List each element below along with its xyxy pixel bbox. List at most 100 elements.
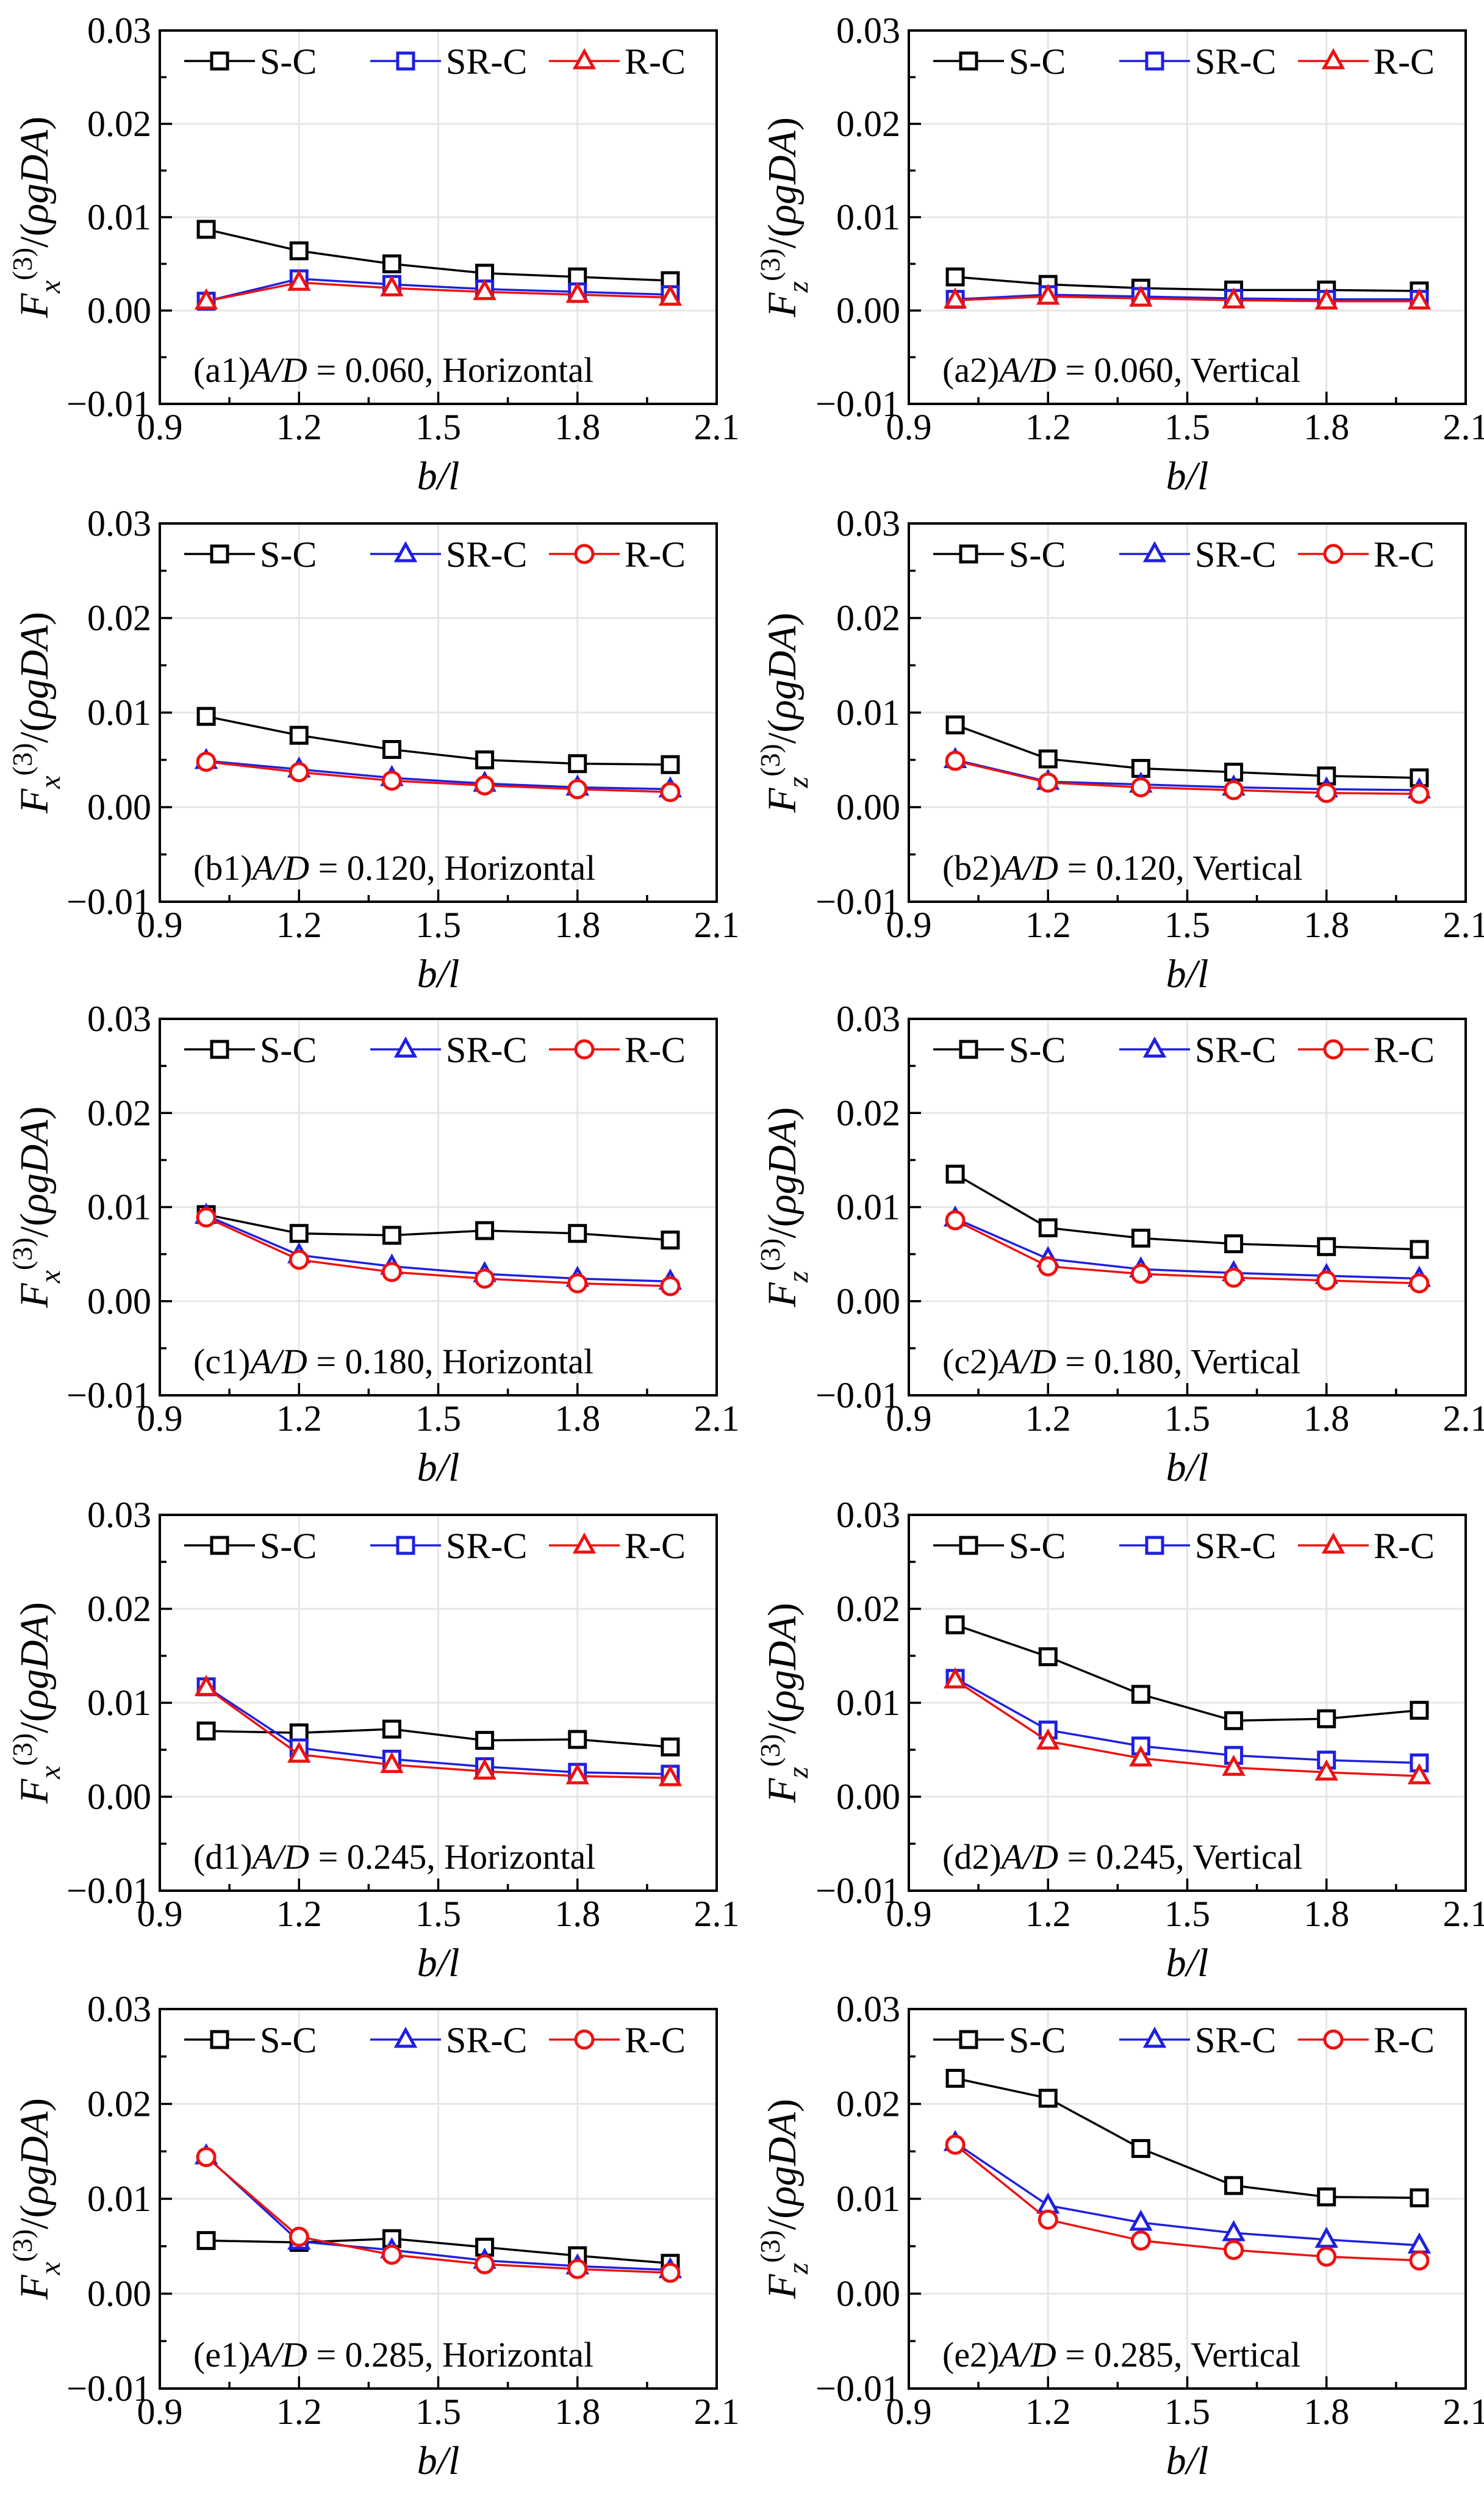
x-tick-label: 1.8: [554, 1398, 600, 1439]
series-line-sr-c: [205, 2155, 670, 2271]
y-tick-label: 0.02: [87, 104, 151, 144]
data-point-s-c: [945, 2069, 965, 2088]
legend-label: SR-C: [446, 1030, 527, 1070]
data-point-s-c: [1410, 1700, 1429, 1720]
y-axis-label: Fz(3)/(ρgDA): [755, 1603, 814, 1803]
series-line-r-c: [955, 760, 1419, 796]
y-tick-label: −0.01: [66, 882, 151, 922]
y-tick-label: 0.01: [87, 1683, 151, 1723]
legend-label: R-C: [625, 534, 686, 575]
data-point-r-c: [196, 752, 217, 772]
panel-annotation: (c2)A/D = 0.180, Vertical: [942, 1342, 1300, 1381]
legend-item-r-c: R-C: [1298, 1526, 1435, 1566]
y-tick-label: 0.02: [836, 1093, 900, 1133]
y-tick-label: 0.00: [87, 1281, 151, 1321]
x-tick-label: 1.2: [1025, 1398, 1071, 1439]
axes-frame: [908, 29, 1467, 405]
x-tick-label: 0.9: [137, 2392, 183, 2432]
data-point-r-c: [287, 1741, 311, 1763]
legend-label: SR-C: [1195, 1526, 1276, 1566]
data-point-s-c: [475, 750, 495, 769]
legend-label: S-C: [260, 534, 317, 575]
data-point-r-c: [196, 2147, 217, 2168]
data-point-sr-c: [1407, 2232, 1432, 2254]
data-point-r-c: [1130, 2230, 1151, 2251]
legend-item-s-c: S-C: [933, 41, 1066, 82]
legend-label: R-C: [625, 1526, 686, 1566]
y-tick-label: −0.01: [66, 1871, 151, 1911]
legend-item-sr-c: SR-C: [1119, 41, 1276, 82]
data-point-r-c: [289, 2226, 309, 2247]
y-tick-label: −0.01: [815, 384, 900, 424]
data-point-r-c: [473, 279, 496, 300]
data-point-s-c: [945, 715, 965, 735]
data-point-r-c: [1314, 1759, 1338, 1781]
legend-marker: [574, 544, 595, 564]
axes-frame: [159, 1514, 718, 1892]
legend-item-s-c: S-C: [184, 2020, 317, 2060]
legend-label: S-C: [1009, 1526, 1066, 1566]
panel-annotation: (a1)A/D = 0.060, Horizontal: [193, 350, 593, 390]
legend-label: SR-C: [446, 41, 527, 82]
legend-marker: [396, 1536, 415, 1555]
series-line-sr-c: [206, 278, 670, 303]
axes-frame: [908, 2008, 1467, 2390]
series-line-s-c: [955, 2077, 1419, 2199]
x-tick-label: 0.9: [137, 1894, 183, 1934]
x-tick-label: 1.2: [276, 407, 322, 447]
data-point-r-c: [287, 269, 311, 291]
axes-frame: [159, 522, 718, 903]
data-point-s-c: [1317, 2187, 1336, 2207]
legend: S-C SR-C R-C: [933, 1526, 1435, 1566]
y-tick-label: −0.01: [66, 384, 151, 424]
x-tick-label: 2.1: [694, 1894, 740, 1934]
axes-frame: [159, 2008, 718, 2390]
legend-marker: [1323, 2029, 1344, 2050]
series-line-s-c: [206, 715, 670, 766]
data-point-s-c: [382, 1226, 401, 1245]
y-tick-label: 0.02: [836, 104, 900, 144]
data-point-s-c: [661, 1230, 680, 1249]
data-point-r-c: [1130, 1264, 1151, 1284]
data-point-r-c: [1224, 2240, 1244, 2260]
data-point-sr-c: [1222, 2220, 1246, 2242]
x-tick-label: 1.5: [1164, 1398, 1210, 1439]
legend-item-r-c: R-C: [549, 1526, 686, 1566]
x-axis-label: b/l: [1166, 2439, 1209, 2483]
series-line-s-c: [206, 228, 670, 282]
data-point-r-c: [660, 1276, 681, 1296]
series-line-r-c: [955, 1219, 1419, 1285]
x-tick-label: 1.8: [1303, 407, 1349, 447]
data-point-r-c: [1316, 1270, 1337, 1291]
data-point-r-c: [381, 2245, 402, 2265]
legend-label: S-C: [260, 2020, 317, 2060]
legend-marker: [1323, 544, 1344, 564]
data-point-r-c: [658, 284, 683, 306]
y-tick-label: 0.01: [87, 1187, 151, 1228]
legend-item-s-c: S-C: [933, 2020, 1066, 2060]
legend-label: R-C: [1374, 2020, 1435, 2060]
legend-marker: [959, 544, 978, 564]
legend-item-r-c: R-C: [549, 2020, 686, 2060]
series-line-sr-c: [206, 760, 670, 791]
y-tick-label: 0.02: [836, 2084, 900, 2124]
x-tick-label: 2.1: [1443, 905, 1484, 945]
x-tick-label: 0.9: [886, 1398, 932, 1439]
y-axis-label: Fz(3)/(ρgDA): [755, 117, 814, 318]
data-point-s-c: [1038, 2088, 1058, 2108]
legend-item-s-c: S-C: [933, 1030, 1066, 1070]
data-point-s-c: [1038, 1218, 1058, 1237]
legend-marker: [210, 1536, 229, 1555]
data-point-s-c: [475, 1731, 495, 1750]
data-point-r-c: [658, 1765, 683, 1786]
y-tick-label: 0.00: [87, 1777, 151, 1817]
series-line-r-c: [206, 1686, 670, 1779]
y-tick-label: −0.01: [66, 2368, 151, 2409]
data-point-s-c: [196, 2231, 216, 2250]
data-point-s-c: [1317, 766, 1336, 786]
x-tick-label: 2.1: [1443, 2392, 1484, 2432]
x-axis-label: b/l: [417, 2439, 460, 2483]
data-point-r-c: [1130, 777, 1151, 797]
legend-marker: [959, 2030, 978, 2049]
legend-item-sr-c: SR-C: [1119, 1526, 1276, 1566]
